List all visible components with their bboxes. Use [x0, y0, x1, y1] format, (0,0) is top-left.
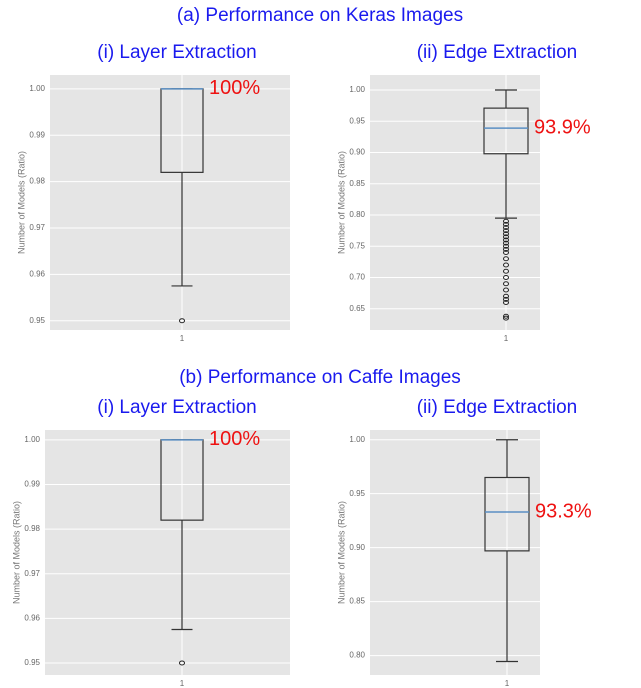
flier	[503, 315, 509, 321]
x-tick-label: 1	[505, 679, 510, 688]
y-tick-label: 0.99	[29, 130, 45, 139]
plot-area	[370, 430, 540, 675]
flier	[503, 234, 509, 240]
flier	[503, 256, 509, 262]
x-tick-label: 1	[180, 679, 185, 688]
y-tick-label: 0.95	[349, 116, 365, 125]
y-axis-label: Number of Models (Ratio)	[16, 151, 26, 254]
y-tick-label: 1.00	[29, 84, 45, 93]
flier	[179, 318, 185, 324]
flier	[503, 231, 509, 237]
x-tick-label: 1	[504, 334, 509, 343]
y-tick-label: 0.90	[349, 543, 365, 552]
y-tick-label: 0.99	[24, 480, 40, 489]
flier	[503, 225, 509, 230]
y-tick-label: 1.00	[349, 435, 365, 444]
y-axis-label: Number of Models (Ratio)	[11, 501, 21, 604]
flier	[503, 287, 509, 293]
plot-area	[45, 430, 290, 675]
y-tick-label: 0.75	[349, 241, 365, 250]
flier	[503, 275, 509, 280]
chart-title: (ii) Edge Extraction	[417, 397, 578, 418]
flier	[503, 240, 509, 246]
y-axis-label: Number of Models (Ratio)	[336, 151, 346, 254]
y-tick-label: 0.85	[349, 179, 365, 188]
flier	[503, 237, 509, 243]
flier	[503, 243, 509, 249]
box	[484, 476, 530, 552]
y-tick-label: 0.96	[29, 269, 45, 278]
y-tick-label: 0.65	[349, 304, 365, 313]
flier	[503, 281, 509, 287]
flier	[503, 228, 509, 234]
y-tick-label: 0.95	[24, 658, 40, 667]
y-tick-label: 0.95	[349, 489, 365, 498]
y-axis-label: Number of Models (Ratio)	[336, 501, 346, 604]
box	[483, 107, 529, 155]
flier	[179, 660, 185, 666]
y-tick-label: 0.97	[29, 223, 45, 232]
y-tick-label: 0.80	[349, 210, 365, 219]
flier	[503, 250, 509, 255]
chart-title: (i) Layer Extraction	[97, 42, 256, 63]
y-tick-label: 1.00	[24, 435, 40, 444]
chart-title: (ii) Edge Extraction	[417, 42, 578, 63]
y-tick-label: 1.00	[349, 85, 365, 94]
flier	[503, 221, 509, 227]
flier	[503, 268, 509, 274]
flier	[503, 300, 509, 305]
annotation: 93.3%	[535, 500, 592, 522]
y-tick-label: 0.70	[349, 273, 365, 282]
y-tick-label: 0.98	[29, 177, 45, 186]
y-tick-label: 0.80	[349, 651, 365, 660]
section-heading: (b) Performance on Caffe Images	[179, 367, 461, 388]
plot-area	[370, 75, 540, 330]
section-heading: (a) Performance on Keras Images	[177, 5, 463, 26]
chart-title: (i) Layer Extraction	[97, 397, 256, 418]
annotation: 93.9%	[534, 116, 591, 138]
flier	[503, 313, 509, 319]
annotation: 100%	[209, 77, 260, 99]
flier	[503, 218, 509, 224]
x-tick-label: 1	[180, 334, 185, 343]
plot-area	[50, 75, 290, 330]
y-tick-label: 0.98	[24, 524, 40, 533]
flier	[503, 246, 509, 252]
flier	[503, 293, 509, 299]
y-tick-label: 0.90	[349, 148, 365, 157]
flier	[503, 262, 509, 268]
y-tick-label: 0.96	[24, 613, 40, 622]
y-tick-label: 0.97	[24, 569, 40, 578]
y-tick-label: 0.85	[349, 597, 365, 606]
annotation: 100%	[209, 428, 260, 450]
y-tick-label: 0.95	[29, 316, 45, 325]
flier	[503, 296, 509, 302]
